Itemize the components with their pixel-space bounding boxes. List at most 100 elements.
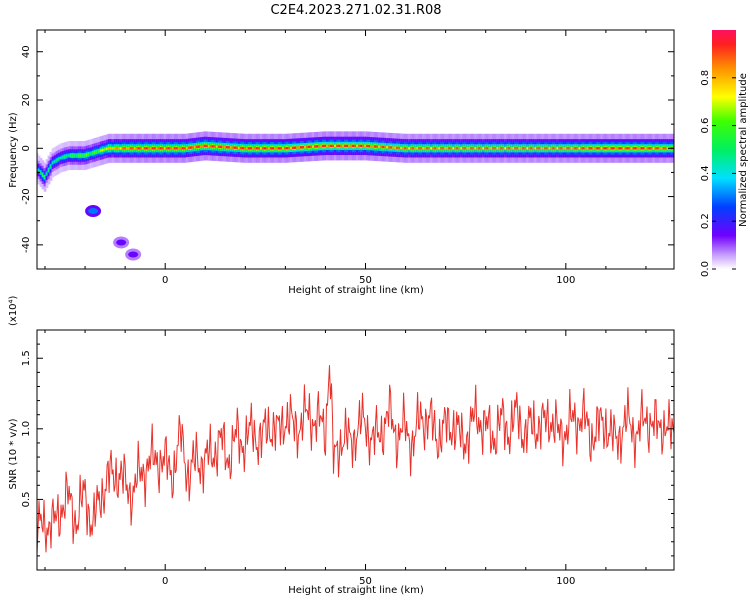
heatmap-cell — [478, 147, 482, 150]
heatmap-cell — [161, 147, 165, 150]
heatmap-cell — [115, 147, 119, 150]
heatmap-cell — [378, 145, 381, 148]
heatmap-cell — [638, 147, 642, 150]
heatmap-cell — [396, 146, 399, 150]
heatmap-cell — [534, 147, 538, 150]
heatmap-cell — [344, 144, 347, 148]
heatmap-cell — [512, 147, 516, 150]
heatmap-cell — [330, 144, 333, 148]
heatmap-cell — [53, 160, 57, 163]
heatmap-cell — [300, 146, 303, 149]
heatmap-cell — [596, 147, 600, 150]
heatmap-cell — [602, 147, 606, 150]
spectrogram-x-tick-label: 100 — [556, 275, 575, 286]
heatmap-cell — [292, 146, 295, 150]
heatmap-cell — [582, 147, 586, 150]
heatmap-cell — [117, 147, 121, 150]
heatmap-cell — [426, 147, 430, 150]
heatmap-cell — [664, 147, 668, 150]
heatmap-cell — [149, 147, 153, 150]
heatmap-cell — [386, 145, 389, 149]
heatmap-cell — [376, 145, 379, 148]
heatmap-cell — [275, 147, 279, 150]
heatmap-cell — [85, 153, 89, 157]
heatmap-cell — [265, 147, 269, 150]
heatmap-cell — [328, 144, 331, 148]
heatmap-cell — [384, 145, 387, 149]
heatmap-cell — [358, 144, 361, 148]
heatmap-cell — [440, 147, 444, 150]
heatmap-cell — [338, 144, 341, 148]
heatmap-cell — [454, 147, 458, 150]
heatmap-cell — [646, 147, 650, 150]
heatmap-cell — [59, 156, 63, 160]
heatmap-cell — [508, 147, 512, 150]
heatmap-cell — [430, 147, 434, 150]
heatmap-cell — [554, 147, 558, 150]
heatmap-cell — [622, 147, 626, 150]
heatmap-cell — [564, 147, 568, 150]
heatmap-cell — [402, 146, 405, 150]
heatmap-cell — [372, 145, 375, 148]
heatmap-cell — [614, 147, 618, 150]
heatmap-cell — [514, 147, 518, 150]
heatmap-cell — [538, 147, 542, 150]
heatmap-cell — [43, 176, 47, 179]
heatmap-cell — [225, 145, 229, 149]
heatmap-cell — [336, 144, 339, 148]
heatmap-cell — [566, 147, 570, 150]
heatmap-cell — [400, 146, 403, 150]
spectrogram-x-axis-label: Height of straight line (km) — [288, 285, 424, 296]
heatmap-cell — [526, 147, 530, 150]
heatmap-cell — [87, 153, 91, 156]
colorbar-label: Normalized spectral amplitude — [738, 73, 749, 227]
heatmap-cell — [442, 147, 446, 150]
heatmap-cell — [522, 147, 526, 150]
heatmap-cell — [604, 147, 608, 150]
heatmap-cell — [277, 147, 281, 150]
heatmap-cell — [65, 154, 69, 158]
heatmap-cell — [530, 147, 534, 150]
heatmap-cell — [536, 147, 540, 150]
heatmap-cell — [624, 147, 628, 150]
heatmap-cell — [267, 147, 271, 150]
heatmap-cell — [247, 147, 251, 150]
heatmap-cell — [490, 147, 494, 150]
heatmap-cell — [195, 145, 199, 149]
heatmap-cell — [314, 145, 317, 148]
heatmap-cell — [233, 146, 237, 149]
heatmap-cell — [332, 144, 335, 148]
heatmap-cell — [211, 145, 215, 148]
heatmap-cell — [606, 147, 610, 150]
spectrogram-y-tick-label: 40 — [21, 45, 32, 58]
heatmap-cell — [133, 147, 137, 150]
heatmap-cell — [494, 147, 498, 150]
heatmap-cell — [326, 144, 329, 148]
heatmap-cell — [580, 147, 584, 150]
heatmap-cell — [119, 147, 123, 150]
heatmap-cell — [173, 147, 177, 150]
heatmap-cell — [57, 157, 61, 161]
heatmap-cell — [310, 145, 313, 148]
heatmap-cell — [480, 147, 484, 150]
heatmap-cell — [590, 147, 594, 150]
heatmap-cell — [428, 147, 432, 150]
heatmap-cell — [229, 146, 233, 149]
snr-y-multiplier: (x10⁴) — [8, 295, 19, 326]
heatmap-cell — [183, 147, 187, 150]
spectrogram-y-axis-label: Frequency (Hz) — [8, 112, 19, 188]
heatmap-cell — [662, 147, 666, 150]
heatmap-cell — [524, 147, 528, 150]
heatmap-cell — [191, 146, 195, 149]
heatmap-cell — [77, 154, 81, 157]
snr-ticks: 0 50 100 0.5 1.0 1.5 — [21, 330, 674, 587]
heatmap-cell — [608, 147, 612, 150]
heatmap-cell — [576, 147, 580, 150]
heatmap-cell — [492, 147, 496, 150]
heatmap-cell — [404, 147, 407, 150]
heatmap-cell — [111, 147, 115, 150]
heatmap-cell — [223, 145, 227, 149]
heatmap-cell — [187, 146, 191, 150]
heatmap-cell — [285, 146, 289, 150]
heatmap-cell — [273, 147, 277, 150]
